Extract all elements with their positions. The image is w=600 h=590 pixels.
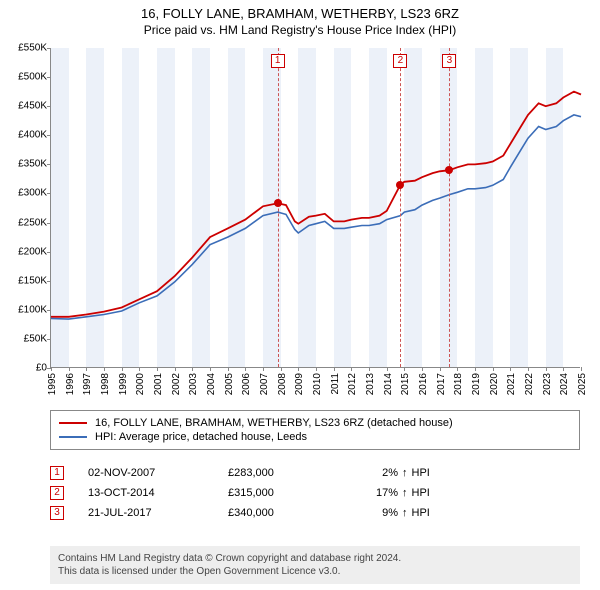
y-axis-label: £500K [18, 72, 47, 83]
sale-price: £315,000 [228, 487, 338, 499]
table-row: 1 02-NOV-2007 £283,000 2% ↑ HPI [50, 466, 430, 480]
legend-swatch [59, 422, 87, 424]
x-axis-label: 2013 [365, 373, 376, 395]
x-axis-label: 1995 [47, 373, 58, 395]
title-address: 16, FOLLY LANE, BRAMHAM, WETHERBY, LS23 … [0, 6, 600, 21]
legend: 16, FOLLY LANE, BRAMHAM, WETHERBY, LS23 … [50, 410, 580, 450]
sale-pct: 17% [338, 487, 398, 499]
x-axis-label: 2019 [471, 373, 482, 395]
sale-suffix: HPI [412, 467, 430, 479]
x-axis-label: 2004 [206, 373, 217, 395]
x-axis-label: 1996 [65, 373, 76, 395]
chart-container: 16, FOLLY LANE, BRAMHAM, WETHERBY, LS23 … [0, 0, 600, 590]
sale-arrow-icon: ↑ [402, 467, 408, 479]
x-axis-label: 2016 [418, 373, 429, 395]
legend-swatch [59, 436, 87, 438]
y-axis-label: £0 [36, 363, 47, 374]
x-axis-label: 2003 [188, 373, 199, 395]
x-axis-label: 2000 [135, 373, 146, 395]
x-axis-label: 2006 [241, 373, 252, 395]
chart-marker: 1 [271, 54, 285, 68]
title-block: 16, FOLLY LANE, BRAMHAM, WETHERBY, LS23 … [0, 0, 600, 39]
sale-price: £340,000 [228, 507, 338, 519]
table-row: 3 21-JUL-2017 £340,000 9% ↑ HPI [50, 506, 430, 520]
chart-plot-area: £0£50K£100K£150K£200K£250K£300K£350K£400… [50, 48, 580, 368]
x-axis-label: 2008 [277, 373, 288, 395]
sale-pct: 9% [338, 507, 398, 519]
x-axis-label: 2021 [506, 373, 517, 395]
y-axis-label: £50K [24, 333, 47, 344]
x-axis-label: 1999 [118, 373, 129, 395]
x-axis-label: 2024 [559, 373, 570, 395]
sales-table: 1 02-NOV-2007 £283,000 2% ↑ HPI 2 13-OCT… [50, 460, 430, 526]
x-axis-label: 2025 [577, 373, 588, 395]
x-axis-label: 1997 [82, 373, 93, 395]
sale-pct: 2% [338, 467, 398, 479]
sale-arrow-icon: ↑ [402, 507, 408, 519]
footer-line: Contains HM Land Registry data © Crown c… [58, 552, 572, 565]
legend-row: HPI: Average price, detached house, Leed… [59, 431, 571, 443]
x-axis-label: 2001 [153, 373, 164, 395]
sale-date: 02-NOV-2007 [88, 467, 228, 479]
chart-svg [51, 48, 580, 367]
y-axis-label: £100K [18, 304, 47, 315]
x-axis-label: 2017 [436, 373, 447, 395]
sale-date: 21-JUL-2017 [88, 507, 228, 519]
x-axis-label: 2022 [524, 373, 535, 395]
y-axis-label: £200K [18, 246, 47, 257]
sale-marker: 1 [50, 466, 64, 480]
x-axis-label: 2002 [171, 373, 182, 395]
chart-marker: 3 [442, 54, 456, 68]
x-axis-label: 2018 [453, 373, 464, 395]
y-axis-label: £250K [18, 217, 47, 228]
chart-dot [274, 199, 282, 207]
chart-marker: 2 [393, 54, 407, 68]
y-axis-label: £450K [18, 101, 47, 112]
x-axis-label: 2005 [224, 373, 235, 395]
sale-suffix: HPI [412, 487, 430, 499]
x-axis-label: 2015 [400, 373, 411, 395]
y-axis-label: £150K [18, 275, 47, 286]
x-axis-label: 2014 [383, 373, 394, 395]
x-axis-label: 2007 [259, 373, 270, 395]
sale-marker: 3 [50, 506, 64, 520]
legend-label: HPI: Average price, detached house, Leed… [95, 431, 307, 443]
x-axis-label: 2020 [489, 373, 500, 395]
table-row: 2 13-OCT-2014 £315,000 17% ↑ HPI [50, 486, 430, 500]
footer-line: This data is licensed under the Open Gov… [58, 565, 572, 578]
chart-dot [445, 166, 453, 174]
x-axis-label: 2009 [294, 373, 305, 395]
x-axis-label: 1998 [100, 373, 111, 395]
sale-arrow-icon: ↑ [402, 487, 408, 499]
chart-dot [396, 181, 404, 189]
x-axis-label: 2010 [312, 373, 323, 395]
y-axis-label: £350K [18, 159, 47, 170]
y-axis-label: £400K [18, 130, 47, 141]
sale-price: £283,000 [228, 467, 338, 479]
x-axis-label: 2023 [542, 373, 553, 395]
x-axis-label: 2012 [347, 373, 358, 395]
footer: Contains HM Land Registry data © Crown c… [50, 546, 580, 584]
y-axis-label: £550K [18, 43, 47, 54]
title-subtitle: Price paid vs. HM Land Registry's House … [0, 23, 600, 37]
sale-marker: 2 [50, 486, 64, 500]
y-axis-label: £300K [18, 188, 47, 199]
x-axis-label: 2011 [330, 373, 341, 395]
legend-label: 16, FOLLY LANE, BRAMHAM, WETHERBY, LS23 … [95, 417, 453, 429]
sale-date: 13-OCT-2014 [88, 487, 228, 499]
legend-row: 16, FOLLY LANE, BRAMHAM, WETHERBY, LS23 … [59, 417, 571, 429]
sale-suffix: HPI [412, 507, 430, 519]
